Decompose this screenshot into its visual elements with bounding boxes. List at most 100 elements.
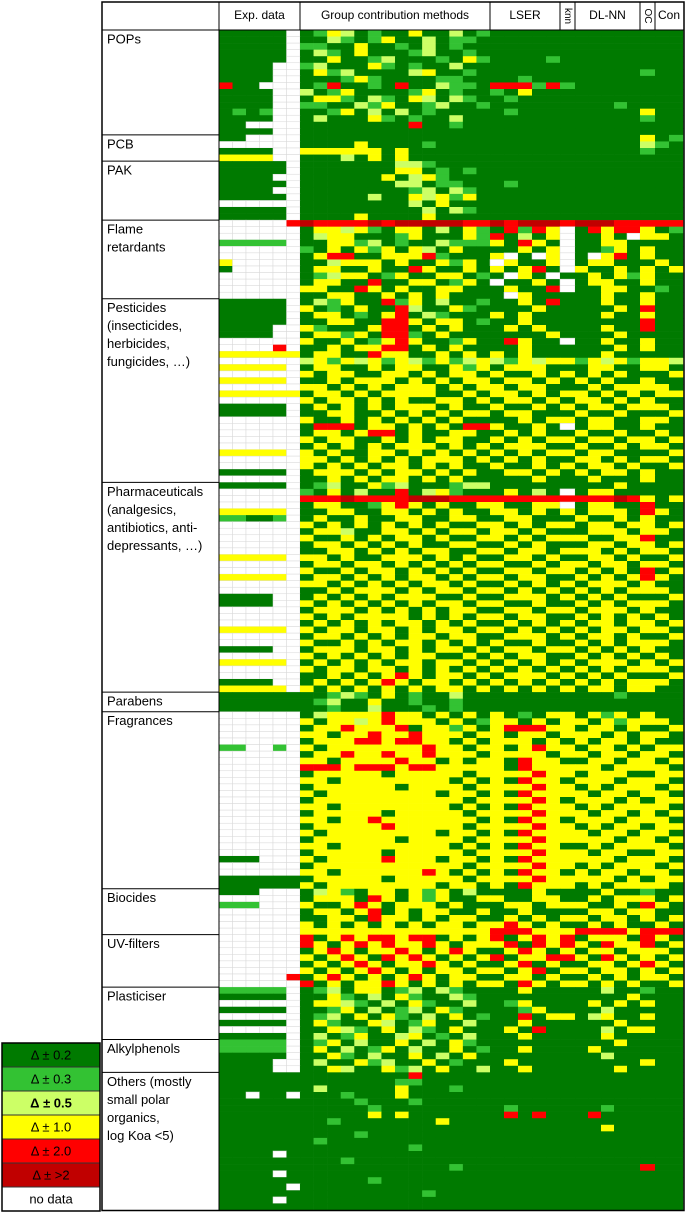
- heatmap-cell: [627, 777, 641, 785]
- heatmap-cell: [560, 652, 576, 660]
- heatmap-cell: [422, 298, 437, 306]
- heatmap-cell: [340, 305, 355, 313]
- heatmap-cell: [245, 226, 260, 234]
- heatmap-cell: [313, 856, 328, 863]
- heatmap-cell: [218, 462, 233, 470]
- heatmap-cell: [546, 836, 561, 844]
- heatmap-cell: [575, 777, 589, 785]
- heatmap-cell: [354, 738, 369, 745]
- heatmap-cell: [367, 370, 382, 378]
- heatmap-cell: [395, 62, 409, 70]
- heatmap-cell: [518, 148, 533, 155]
- heatmap-cell: [422, 862, 437, 870]
- heatmap-cell: [219, 403, 233, 411]
- heatmap-cell: [655, 593, 670, 601]
- heatmap-cell: [532, 397, 547, 404]
- heatmap-cell: [300, 921, 314, 929]
- heatmap-cell: [245, 134, 260, 142]
- heatmap-cell: [381, 443, 396, 450]
- heatmap-cell: [232, 600, 247, 608]
- heatmap-cell: [354, 462, 369, 470]
- heatmap-cell: [546, 731, 561, 739]
- heatmap-cell: [518, 705, 533, 713]
- heatmap-cell: [354, 954, 369, 962]
- heatmap-cell: [259, 934, 274, 942]
- heatmap-cell: [381, 325, 396, 332]
- heatmap-cell: [408, 587, 423, 595]
- heatmap-cell: [340, 711, 355, 719]
- heatmap-cell: [340, 561, 355, 568]
- heatmap-cell: [395, 30, 409, 37]
- heatmap-cell: [327, 987, 342, 994]
- heatmap-cell: [300, 626, 314, 634]
- heatmap-cell: [588, 600, 602, 608]
- heatmap-cell: [422, 659, 437, 667]
- heatmap-cell: [546, 882, 561, 890]
- heatmap-cell: [449, 987, 464, 994]
- heatmap-cell: [669, 252, 684, 260]
- heatmap-cell: [490, 462, 505, 470]
- heatmap-cell: [588, 646, 602, 654]
- heatmap-cell: [408, 475, 423, 483]
- heatmap-cell: [655, 869, 670, 876]
- heatmap-cell: [422, 718, 437, 726]
- heatmap-cell: [518, 233, 533, 241]
- heatmap-cell: [300, 797, 314, 804]
- heatmap-cell: [272, 639, 287, 647]
- heatmap-cell: [381, 246, 396, 254]
- heatmap-cell: [367, 790, 382, 798]
- heatmap-cell: [232, 927, 247, 935]
- heatmap-cell: [476, 193, 491, 201]
- heatmap-cell: [286, 55, 301, 64]
- heatmap-cell: [232, 128, 247, 136]
- heatmap-cell: [313, 692, 328, 699]
- heatmap-cell: [219, 987, 233, 994]
- heatmap-cell: [367, 331, 382, 339]
- heatmap-cell: [532, 108, 547, 116]
- heatmap-cell: [300, 580, 314, 588]
- heatmap-cell: [259, 672, 274, 680]
- heatmap-cell: [381, 797, 396, 804]
- heatmap-cell: [286, 291, 301, 300]
- heatmap-cell: [327, 298, 342, 306]
- heatmap-cell: [327, 121, 342, 129]
- heatmap-cell: [462, 331, 477, 339]
- heatmap-cell: [218, 423, 233, 431]
- heatmap-cell: [640, 790, 656, 798]
- heatmap-cell: [246, 515, 260, 522]
- heatmap-cell: [327, 43, 342, 50]
- heatmap-cell: [272, 232, 287, 241]
- heatmap-cell: [313, 344, 328, 352]
- heatmap-cell: [504, 351, 519, 359]
- heatmap-cell: [313, 108, 328, 116]
- heatmap-cell: [655, 43, 670, 50]
- heatmap-cell: [259, 174, 274, 182]
- heatmap-cell: [422, 108, 437, 116]
- heatmap-cell: [449, 298, 464, 306]
- heatmap-cell: [395, 495, 409, 503]
- heatmap-cell: [340, 593, 355, 601]
- heatmap-cell: [354, 207, 369, 214]
- heatmap-cell: [518, 718, 533, 726]
- heatmap-cell: [588, 180, 602, 188]
- heatmap-cell: [246, 95, 260, 103]
- heatmap-cell: [300, 115, 314, 123]
- heatmap-cell: [655, 141, 670, 149]
- heatmap-cell: [422, 888, 437, 896]
- heatmap-cell: [614, 121, 628, 129]
- heatmap-cell: [640, 69, 656, 77]
- heatmap-cell: [313, 311, 328, 319]
- heatmap-cell: [259, 62, 274, 70]
- heatmap-cell: [218, 790, 233, 798]
- heatmap-cell: [575, 908, 589, 916]
- heatmap-cell: [259, 632, 274, 640]
- heatmap-cell: [669, 744, 684, 752]
- heatmap-cell: [490, 646, 505, 654]
- heatmap-cell: [669, 89, 684, 96]
- heatmap-cell: [327, 82, 342, 90]
- heatmap-cell: [259, 89, 274, 96]
- heatmap-cell: [640, 436, 656, 444]
- heatmap-cell: [395, 593, 409, 601]
- heatmap-cell: [627, 148, 641, 155]
- heatmap-cell: [435, 724, 450, 732]
